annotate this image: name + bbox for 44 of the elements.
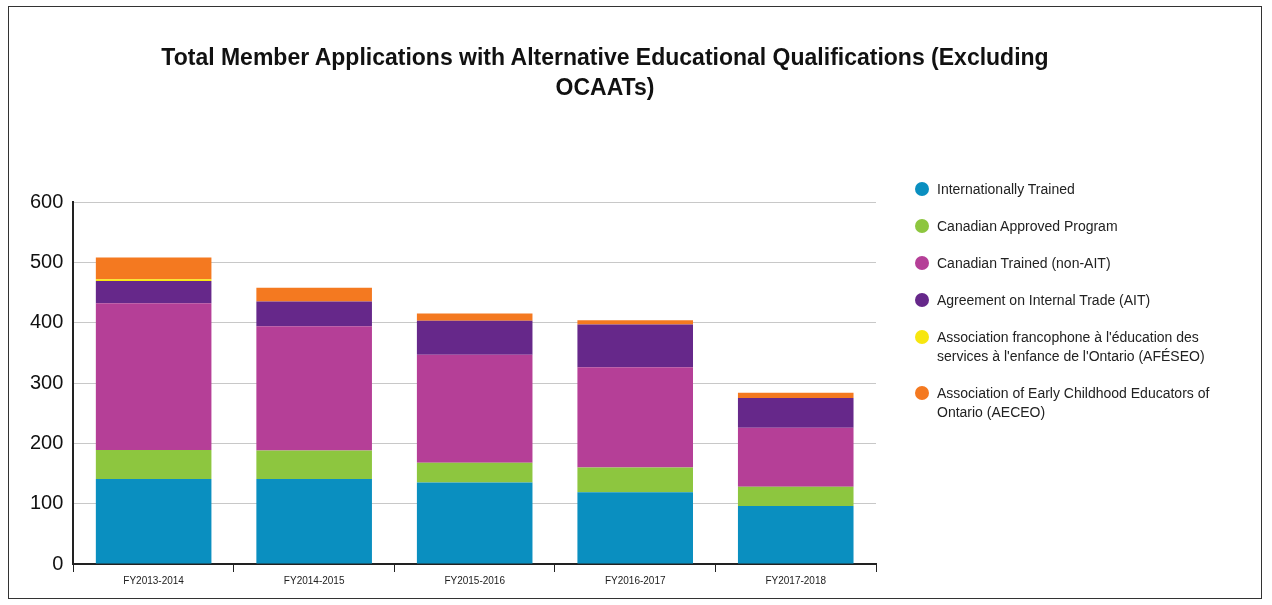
legend-label: Agreement on Internal Trade (AIT)	[937, 291, 1151, 310]
y-tick-label: 600	[29, 189, 64, 212]
bar	[256, 450, 372, 479]
bar	[416, 313, 533, 321]
x-tick-label: FY2015-2016	[444, 574, 506, 586]
bar	[416, 462, 533, 483]
x-tick-label: FY2013-2014	[123, 574, 185, 586]
bar	[95, 303, 212, 450]
bar	[256, 301, 372, 327]
bar	[256, 287, 372, 302]
x-tick-label: FY2017-2018	[765, 574, 827, 586]
legend-label: Canadian Approved Program	[937, 217, 1118, 236]
bar	[416, 482, 533, 564]
bar	[256, 478, 372, 564]
bar	[256, 326, 372, 451]
bar	[737, 486, 854, 507]
bar	[95, 478, 212, 564]
bar	[577, 367, 693, 468]
chart-title: Total Member Applications with Alternative Educational Qualifications (Excluding OCAATs)	[160, 43, 1050, 102]
y-tick-label: 100	[29, 491, 64, 514]
y-tick-label: 200	[29, 430, 64, 453]
legend-label: Association of Early Childhood Educators of Ontario (AECEO)	[937, 384, 1211, 422]
bar	[95, 257, 212, 280]
y-tick-label: 0	[52, 551, 64, 574]
y-tick-label: 300	[29, 370, 64, 393]
bar	[577, 320, 693, 325]
bar	[95, 281, 212, 304]
bar	[577, 324, 693, 368]
y-tick-label: 400	[29, 310, 64, 333]
bar	[737, 427, 854, 487]
x-tick-label: FY2016-2017	[604, 574, 666, 586]
bar	[95, 449, 212, 479]
bar	[577, 492, 693, 564]
legend-label: Canadian Trained (non-AIT)	[937, 254, 1111, 273]
bar	[416, 354, 533, 463]
x-tick-label: FY2014-2015	[283, 574, 345, 586]
y-tick-label: 500	[29, 249, 64, 272]
bar	[737, 506, 854, 564]
legend-label: Association francophone à l'éducation des services à l'enfance de l'Ontario (AFÉSEO)	[937, 328, 1206, 366]
bar	[737, 398, 854, 428]
bar	[737, 392, 854, 399]
bar	[577, 467, 693, 493]
legend-label: Internationally Trained	[937, 180, 1075, 199]
bar	[416, 320, 533, 355]
